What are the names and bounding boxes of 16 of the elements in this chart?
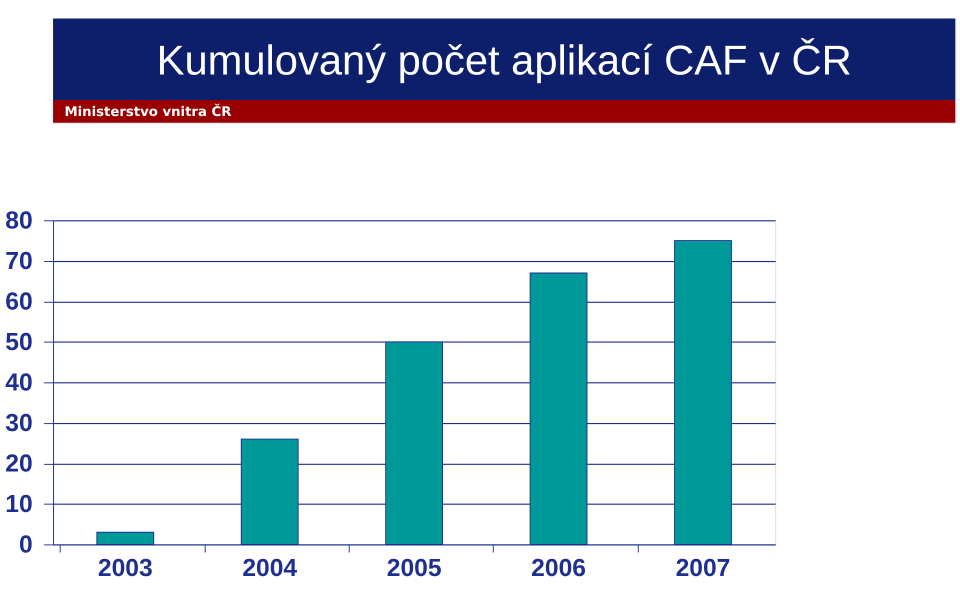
y-tick-label: 0 <box>18 531 33 558</box>
y-tick-label: 30 <box>5 410 33 437</box>
y-tick-label: 20 <box>5 450 33 478</box>
y-tick-label: 60 <box>5 288 33 316</box>
y-tick-label: 10 <box>5 490 33 518</box>
y-tick-label: 70 <box>5 248 33 275</box>
x-tick-label: 2007 <box>676 555 730 582</box>
x-tick-label: 2006 <box>531 555 586 582</box>
y-tick-label: 40 <box>5 369 33 396</box>
x-tick-label: 2004 <box>242 555 298 582</box>
y-tick-label: 50 <box>5 328 33 356</box>
x-tick-label: 2003 <box>98 555 153 582</box>
chart-title: Kumulovaný počet aplikací CAF v ČR <box>156 36 852 84</box>
chart-subtitle: Ministerstvo vnitra ČR <box>64 103 232 120</box>
x-tick-label: 2005 <box>386 555 442 582</box>
y-tick-label: 80 <box>5 207 33 234</box>
